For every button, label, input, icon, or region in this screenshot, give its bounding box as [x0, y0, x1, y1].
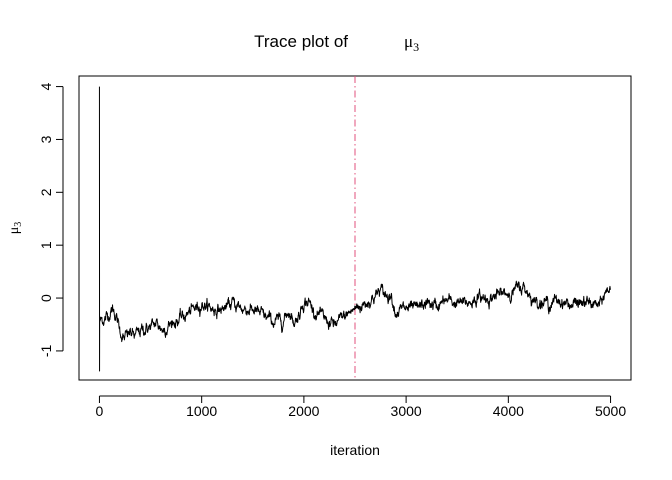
y-tick-label: 1 — [38, 241, 54, 249]
series-group — [98, 86, 611, 372]
x-tick-label: 4000 — [493, 403, 524, 419]
trace-series-line — [98, 86, 611, 372]
title-subscript: 3 — [413, 40, 419, 54]
x-axis-label: iteration — [330, 442, 380, 458]
x-tick-label: 2000 — [288, 403, 319, 419]
x-axis: 0 1000 2000 3000 4000 5000 — [96, 395, 626, 419]
x-tick-label: 0 — [96, 403, 104, 419]
y-tick-label: 4 — [38, 82, 54, 90]
y-tick-label: 3 — [38, 135, 54, 143]
chart-title-symbol: μ3 — [404, 32, 419, 54]
x-tick-label: 3000 — [391, 403, 422, 419]
chart-title: Trace plot of — [254, 32, 348, 51]
y-axis-subscript: 3 — [13, 222, 24, 227]
y-tick-label: 2 — [38, 188, 54, 196]
y-axis-label: μ3 — [7, 222, 24, 235]
y-tick-label: -1 — [38, 344, 54, 357]
y-tick-label: 0 — [38, 294, 54, 302]
x-tick-label: 1000 — [186, 403, 217, 419]
y-axis: -1 0 1 2 3 4 — [38, 82, 64, 357]
y-axis-mu-symbol: μ — [7, 227, 22, 235]
x-tick-label: 5000 — [595, 403, 626, 419]
title-mu-symbol: μ — [404, 32, 413, 51]
